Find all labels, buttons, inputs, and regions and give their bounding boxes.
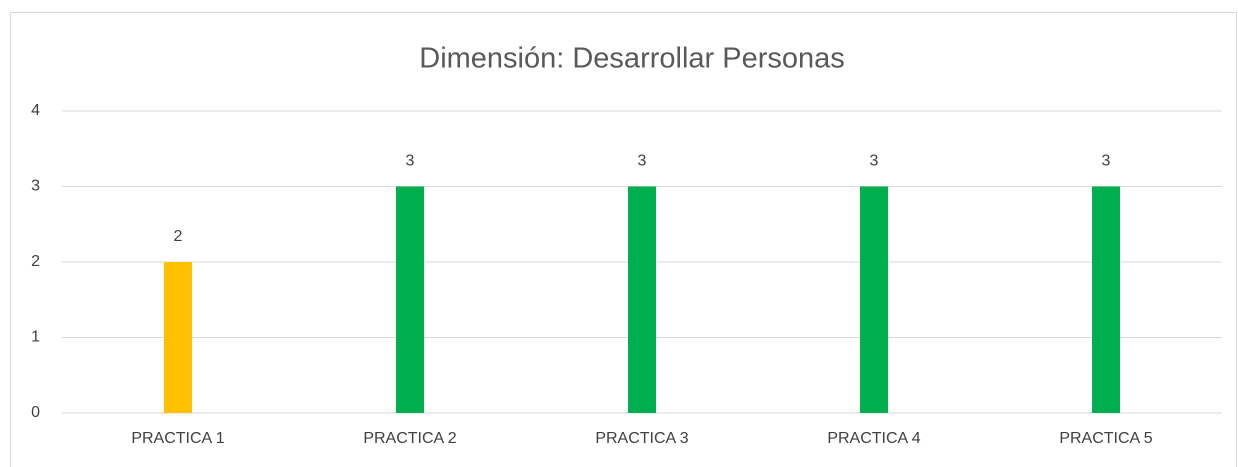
bar [164,262,192,413]
y-tick-label: 1 [31,329,40,346]
bar [860,186,888,413]
y-tick-label: 0 [31,404,40,421]
bar [628,186,656,413]
x-tick-label: PRACTICA 3 [595,430,688,447]
y-tick-label: 2 [31,253,40,270]
chart-title: Dimensión: Desarrollar Personas [419,43,845,75]
data-label: 3 [870,153,879,170]
y-tick-label: 3 [31,178,40,195]
data-label: 3 [1102,153,1111,170]
bar [396,186,424,413]
data-label: 3 [406,153,415,170]
x-tick-label: PRACTICA 1 [131,430,224,447]
data-label: 2 [174,228,183,245]
x-tick-label: PRACTICA 4 [827,430,920,447]
x-tick-label: PRACTICA 2 [363,430,456,447]
y-tick-label: 4 [31,102,40,119]
chart-border [10,12,1237,467]
x-tick-label: PRACTICA 5 [1059,430,1152,447]
bar [1092,186,1120,413]
data-label: 3 [638,153,647,170]
